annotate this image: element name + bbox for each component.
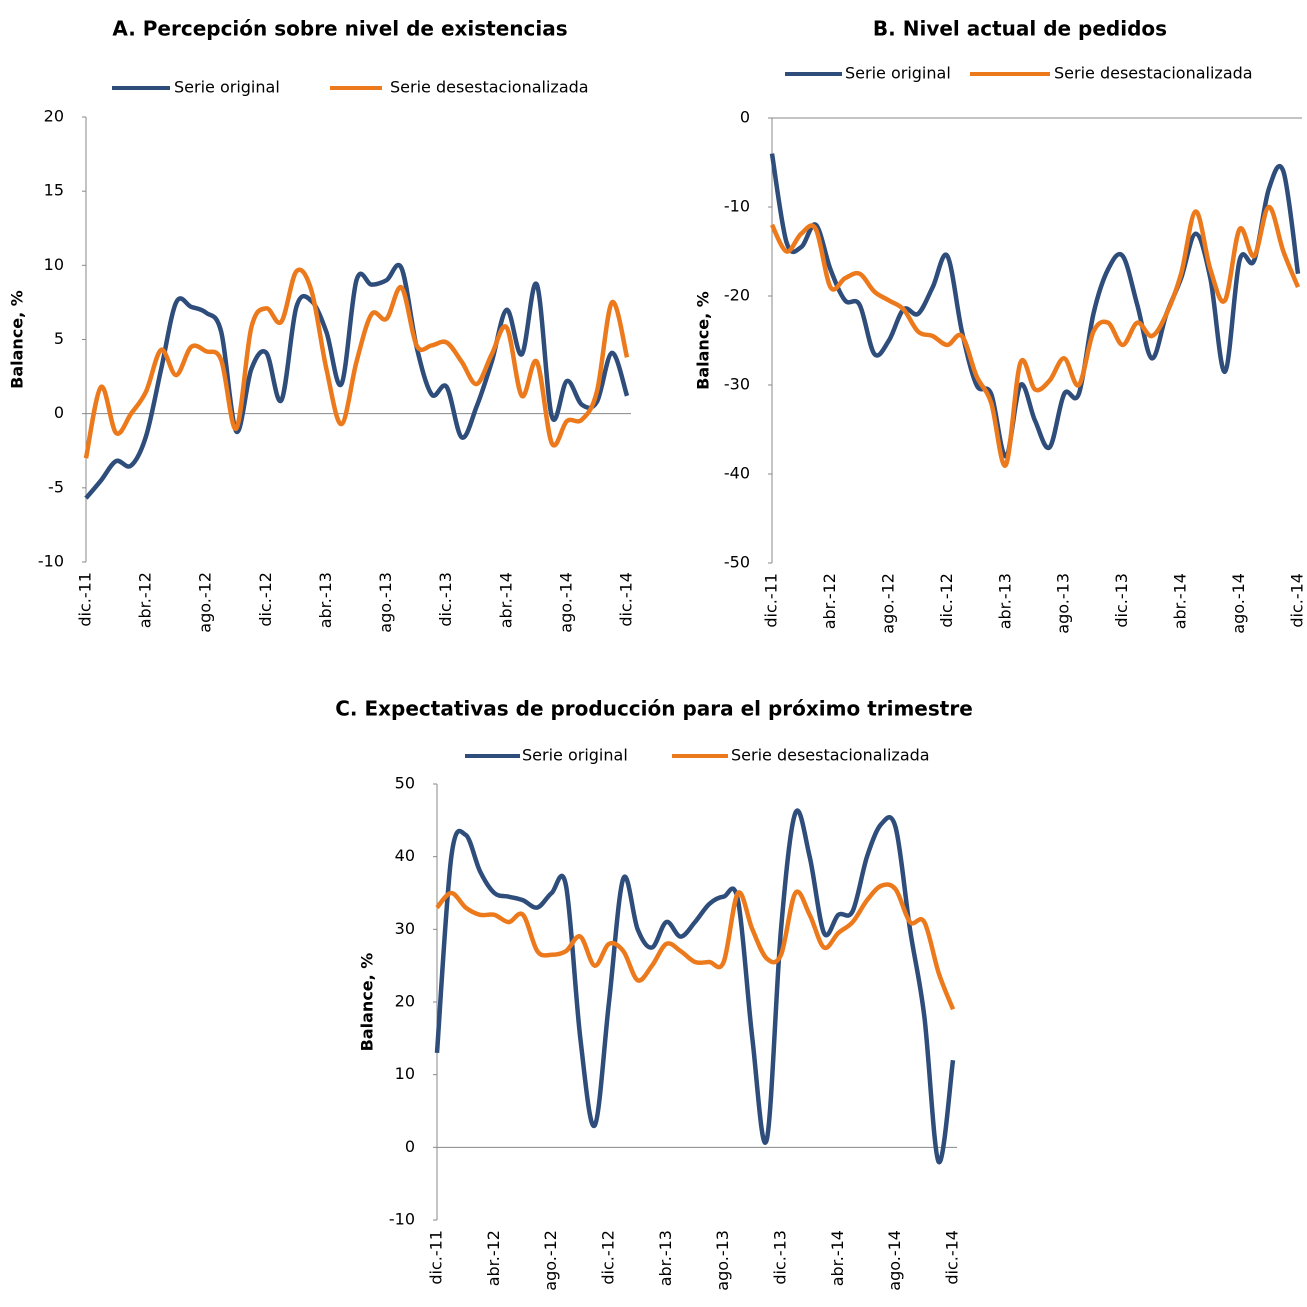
x-tick-label: dic.-14 xyxy=(943,1230,962,1285)
chart-title: A. Percepción sobre nivel de existencias xyxy=(112,17,567,41)
x-tick-label: dic.-13 xyxy=(771,1230,790,1285)
x-tick-label: abr.-14 xyxy=(828,1230,847,1286)
x-tick-label: dic.-14 xyxy=(1288,573,1307,628)
y-tick-label: -10 xyxy=(724,197,750,216)
y-tick-label: 20 xyxy=(395,992,415,1011)
y-tick-label: 30 xyxy=(395,919,415,938)
x-tick-label: ago.-12 xyxy=(196,572,215,633)
y-tick-label: -20 xyxy=(724,286,750,305)
series-line xyxy=(769,153,1301,459)
series-line xyxy=(434,808,956,1165)
y-tick-label: -30 xyxy=(724,375,750,394)
x-tick-label: ago.-14 xyxy=(556,572,575,633)
y-tick-label: 0 xyxy=(405,1137,415,1156)
y-tick-label: 20 xyxy=(44,107,64,126)
y-axis-label: Balance, % xyxy=(694,291,713,390)
y-tick-label: -10 xyxy=(389,1210,415,1229)
y-tick-label: -10 xyxy=(38,552,64,571)
y-axis-label: Balance, % xyxy=(358,953,377,1052)
x-tick-label: ago.-12 xyxy=(541,1230,560,1291)
x-tick-label: ago.-13 xyxy=(376,572,395,633)
x-tick-label: dic.-11 xyxy=(762,573,781,628)
x-tick-label: dic.-11 xyxy=(76,572,95,627)
series-line xyxy=(435,882,956,1011)
legend-label: Serie original xyxy=(845,64,951,83)
x-tick-label: ago.-14 xyxy=(1229,573,1248,634)
legend-label: Serie desestacionalizada xyxy=(1054,64,1253,83)
x-tick-label: dic.-14 xyxy=(617,572,636,627)
y-tick-label: 10 xyxy=(395,1064,415,1083)
x-tick-label: ago.-13 xyxy=(1054,573,1073,634)
series-line xyxy=(83,267,630,459)
legend-label: Serie original xyxy=(522,746,628,765)
x-tick-label: abr.-13 xyxy=(995,573,1014,629)
y-tick-label: 40 xyxy=(395,846,415,865)
chart-title: C. Expectativas de producción para el pr… xyxy=(335,697,973,721)
y-tick-label: -5 xyxy=(48,477,64,496)
x-tick-label: dic.-11 xyxy=(427,1230,446,1285)
x-tick-label: abr.-13 xyxy=(656,1230,675,1286)
y-tick-label: 0 xyxy=(740,108,750,127)
x-tick-label: abr.-14 xyxy=(496,572,515,628)
x-tick-label: ago.-13 xyxy=(713,1230,732,1291)
x-tick-label: dic.-13 xyxy=(1112,573,1131,628)
legend-label: Serie desestacionalizada xyxy=(731,746,930,765)
x-tick-label: abr.-12 xyxy=(136,572,155,628)
x-tick-label: dic.-13 xyxy=(436,572,455,627)
x-tick-label: abr.-14 xyxy=(1171,573,1190,629)
y-tick-label: -50 xyxy=(724,553,750,572)
legend-label: Serie desestacionalizada xyxy=(390,78,589,97)
x-tick-label: abr.-12 xyxy=(820,573,839,629)
x-tick-label: abr.-12 xyxy=(484,1230,503,1286)
y-tick-label: 50 xyxy=(395,774,415,793)
y-tick-label: -40 xyxy=(724,464,750,483)
y-tick-label: 10 xyxy=(44,255,64,274)
y-tick-label: 0 xyxy=(54,403,64,422)
x-tick-label: abr.-13 xyxy=(316,572,335,628)
x-tick-label: dic.-12 xyxy=(599,1230,618,1285)
series-line xyxy=(84,262,630,500)
x-tick-label: dic.-12 xyxy=(937,573,956,628)
y-tick-label: 15 xyxy=(44,181,64,200)
y-axis-label: Balance, % xyxy=(8,290,27,389)
x-tick-label: dic.-12 xyxy=(256,572,275,627)
y-tick-label: 5 xyxy=(54,329,64,348)
x-tick-label: ago.-14 xyxy=(885,1230,904,1291)
chart-title: B. Nivel actual de pedidos xyxy=(873,17,1167,41)
x-tick-label: ago.-12 xyxy=(878,573,897,634)
legend-label: Serie original xyxy=(174,78,280,97)
series-line xyxy=(769,204,1301,468)
